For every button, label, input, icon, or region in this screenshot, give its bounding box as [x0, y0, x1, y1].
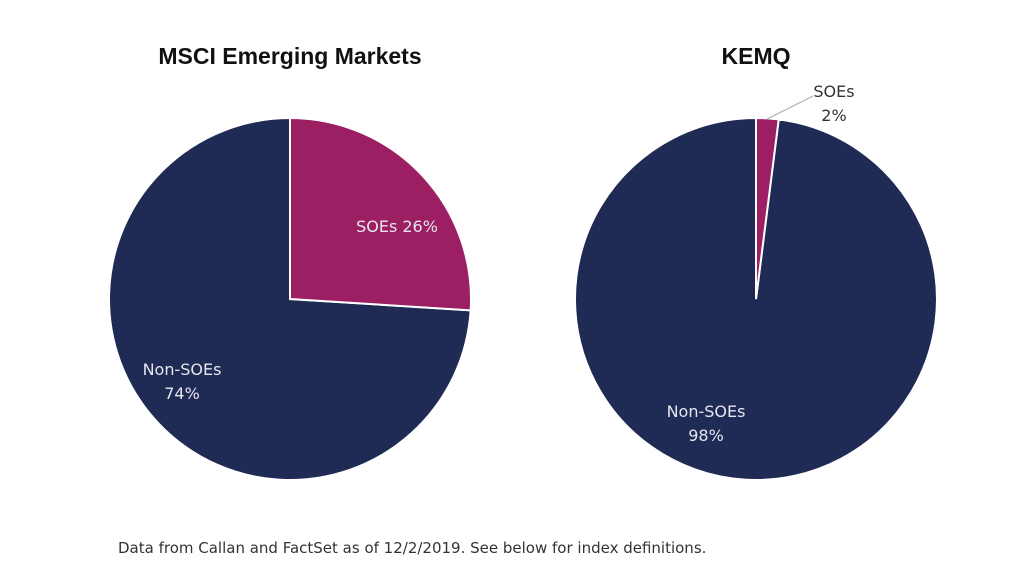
pie-slice-msci-soes [289, 116, 472, 312]
chart-title-kemq: KEMQ [722, 43, 791, 69]
slice-value-kemq-soes: 2% [821, 106, 846, 125]
slice-label-kemq-soes: SOEs [813, 82, 854, 101]
slice-label-msci-soes: SOEs 26% [356, 217, 438, 236]
slice-label-msci-non-soes: Non-SOEs [143, 360, 222, 379]
kemq-pie-chart: KEMQ SOEs 2% Non-SOEs 98% [574, 43, 938, 481]
leader-line-kemq-soes [766, 95, 814, 120]
slice-label-kemq-non-soes: Non-SOEs [667, 402, 746, 421]
slice-value-kemq-non-soes: 98% [688, 426, 724, 445]
chart-title-msci: MSCI Emerging Markets [158, 43, 421, 69]
footnote-source: Data from Callan and FactSet as of 12/2/… [118, 539, 707, 557]
slice-value-msci-non-soes: 74% [164, 384, 200, 403]
msci-emerging-markets-pie-chart: MSCI Emerging Markets SOEs 26% Non-SOEs 74… [108, 43, 472, 481]
